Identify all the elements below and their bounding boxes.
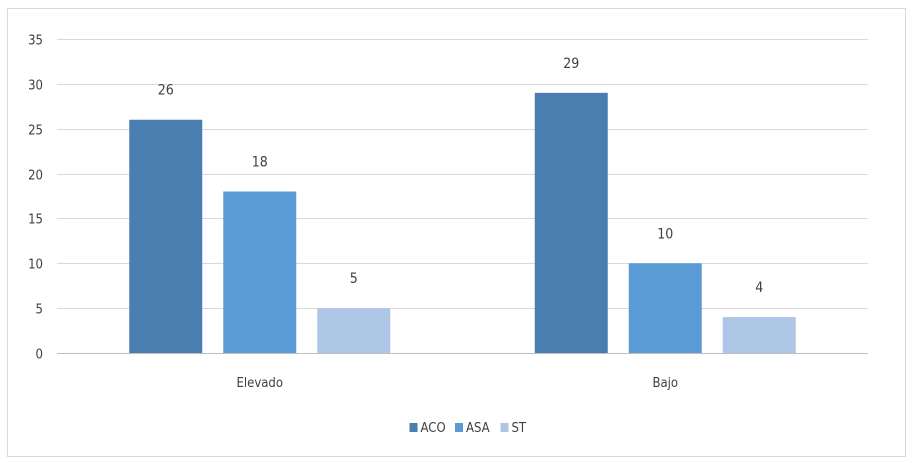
legend-item-aco[interactable]: ACO bbox=[409, 421, 446, 436]
bar-asa-elevado bbox=[223, 191, 297, 353]
category-label-bajo: Bajo bbox=[652, 376, 678, 391]
y-tick-label: 25 bbox=[28, 124, 43, 139]
legend-label: ACO bbox=[421, 421, 446, 436]
legend-swatch bbox=[500, 423, 509, 432]
y-tick-label: 10 bbox=[28, 258, 43, 273]
data-label: 4 bbox=[755, 280, 763, 296]
bar-aco-bajo bbox=[534, 92, 608, 353]
x-axis-categories: Elevado Bajo bbox=[236, 376, 678, 391]
legend-swatch bbox=[455, 423, 463, 432]
data-label: 18 bbox=[252, 155, 268, 171]
data-labels: 26 18 5 29 10 4 bbox=[158, 56, 764, 296]
bars bbox=[129, 92, 796, 353]
data-label: 5 bbox=[350, 271, 358, 287]
legend-item-asa[interactable]: ASA bbox=[455, 421, 490, 436]
y-tick-label: 20 bbox=[28, 169, 43, 184]
y-tick-label: 0 bbox=[36, 348, 43, 363]
y-tick-label: 35 bbox=[28, 34, 43, 49]
y-axis-ticks: 0 5 10 15 20 25 30 35 bbox=[28, 34, 43, 363]
bar-st-bajo bbox=[722, 317, 796, 353]
category-label-elevado: Elevado bbox=[236, 376, 283, 391]
legend-label: ASA bbox=[466, 421, 490, 436]
y-tick-label: 15 bbox=[28, 213, 43, 228]
data-label: 10 bbox=[657, 226, 673, 242]
legend[interactable]: ACO ASA ST bbox=[409, 421, 527, 436]
bar-asa-bajo bbox=[628, 263, 702, 353]
y-tick-label: 5 bbox=[36, 303, 43, 318]
y-tick-label: 30 bbox=[28, 79, 43, 94]
legend-label: ST bbox=[512, 421, 527, 436]
data-label: 26 bbox=[158, 83, 174, 99]
legend-item-st[interactable]: ST bbox=[500, 421, 527, 436]
data-label: 29 bbox=[563, 56, 579, 72]
bar-st-elevado bbox=[317, 308, 391, 353]
legend-swatch bbox=[409, 423, 418, 432]
bar-aco-elevado bbox=[129, 119, 203, 353]
